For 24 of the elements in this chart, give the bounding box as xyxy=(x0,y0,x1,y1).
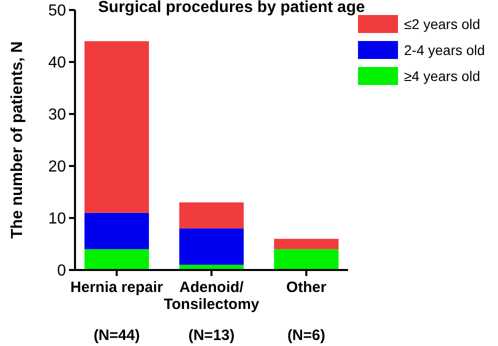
text: (N=13) xyxy=(188,327,235,344)
y-tick-label: 30 xyxy=(48,106,66,124)
bar xyxy=(84,212,149,250)
y-tick-label: 0 xyxy=(57,262,66,280)
y-tick-label: 50 xyxy=(48,2,66,20)
text: (N=44) xyxy=(94,327,140,344)
text: (N=6) xyxy=(287,327,326,344)
bar xyxy=(179,202,244,228)
legend-label: ≥4 years old xyxy=(404,68,480,84)
legend-label: 2-4 years old xyxy=(404,42,485,58)
y-tick-label: 10 xyxy=(48,210,66,228)
y-axis-title: The number of patients, N xyxy=(9,41,26,239)
legend-label: ≤2 years old xyxy=(404,16,480,32)
bar xyxy=(84,41,149,213)
bar xyxy=(274,238,339,250)
bar xyxy=(84,249,149,270)
y-tick-label: 40 xyxy=(48,54,66,72)
y-tick-label: 20 xyxy=(48,158,66,176)
x-tick-label: Hernia repair xyxy=(70,279,164,296)
bar xyxy=(274,249,339,270)
bar xyxy=(179,228,244,265)
x-tick-label: Adenoid/ Tonsilectomy xyxy=(164,279,260,313)
chart-title: Surgical procedures by patient age xyxy=(98,0,365,16)
x-tick-label: Other xyxy=(286,279,326,296)
